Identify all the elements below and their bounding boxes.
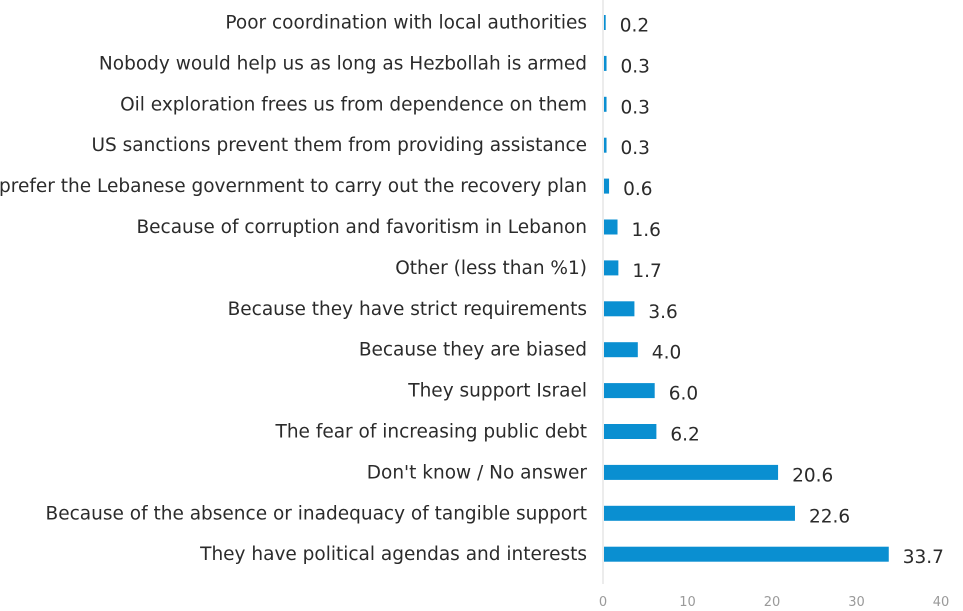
category-label-0: Poor coordination with local authorities — [225, 13, 587, 34]
category-label-11: Don't know / No answer — [367, 462, 588, 483]
category-label-2: Oil exploration frees us from dependence… — [120, 94, 587, 115]
value-label-8: 4.0 — [652, 343, 681, 364]
bar-2 — [604, 96, 607, 112]
category-label-6: Other (less than %1) — [395, 258, 587, 279]
bar-7 — [604, 301, 635, 317]
bar-12 — [604, 505, 795, 521]
x-axis-ticks: 0 10 20 30 40 — [599, 595, 949, 610]
value-label-12: 22.6 — [809, 506, 850, 527]
category-label-5: Because of corruption and favoritism in … — [136, 217, 587, 238]
category-label-12: Because of the absence or inadequacy of … — [46, 503, 587, 524]
value-label-0: 0.2 — [620, 16, 649, 37]
x-tick-label-2: 20 — [764, 595, 781, 610]
bar-3 — [604, 137, 607, 153]
x-tick-label-1: 10 — [679, 595, 696, 610]
value-label-3: 0.3 — [621, 138, 650, 159]
value-label-6: 1.7 — [632, 261, 661, 282]
value-label-1: 0.3 — [621, 56, 650, 77]
x-tick-label-0: 0 — [599, 595, 607, 610]
value-label-5: 1.6 — [632, 220, 661, 241]
category-label-7: Because they have strict requirements — [228, 299, 587, 320]
bar-5 — [604, 219, 618, 235]
bars-group — [604, 15, 889, 562]
category-label-4: I prefer the Lebanese government to carr… — [0, 176, 587, 197]
bar-1 — [604, 55, 607, 71]
bar-8 — [604, 342, 638, 358]
bar-4 — [604, 178, 610, 194]
category-label-13: They have political agendas and interest… — [199, 544, 587, 565]
category-label-3: US sanctions prevent them from providing… — [91, 135, 587, 156]
value-label-10: 6.2 — [670, 425, 699, 446]
value-label-2: 0.3 — [621, 97, 650, 118]
value-label-4: 0.6 — [623, 179, 652, 200]
bar-0 — [604, 15, 606, 30]
bar-6 — [604, 260, 619, 276]
category-labels: Poor coordination with local authorities… — [0, 13, 587, 566]
value-label-13: 33.7 — [903, 547, 944, 568]
x-tick-label-4: 40 — [933, 595, 950, 610]
category-label-1: Nobody would help us as long as Hezbolla… — [99, 53, 587, 74]
category-label-8: Because they are biased — [359, 340, 587, 361]
bar-10 — [604, 424, 657, 439]
bar-9 — [604, 383, 655, 399]
category-label-9: They support Israel — [407, 381, 587, 402]
x-tick-label-3: 30 — [848, 595, 865, 610]
category-label-10: The fear of increasing public debt — [275, 422, 587, 443]
value-label-7: 3.6 — [648, 302, 677, 323]
value-label-11: 20.6 — [792, 465, 833, 486]
value-label-9: 6.0 — [669, 384, 698, 405]
bar-13 — [604, 546, 889, 562]
bar-11 — [604, 464, 779, 480]
value-labels: 0.2 0.3 0.3 0.3 0.6 1.6 1.7 3.6 4.0 6.0 6.2 20.6 22.… — [620, 16, 944, 569]
